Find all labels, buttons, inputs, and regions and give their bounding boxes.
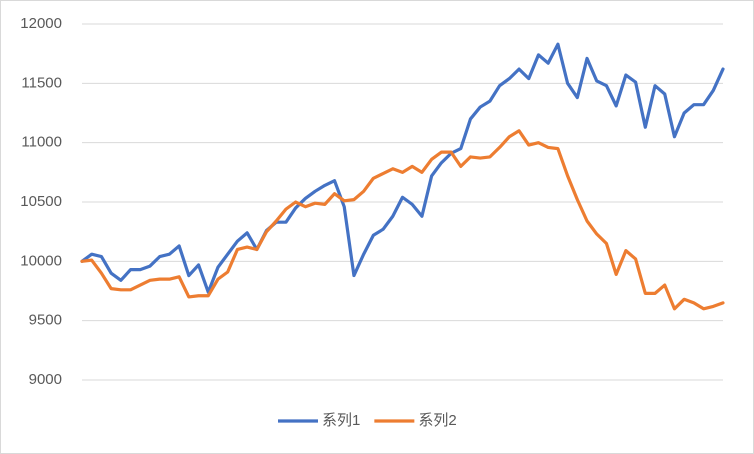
legend-label: 系列1 — [322, 412, 360, 429]
series-line — [80, 129, 725, 311]
series-line — [80, 42, 725, 294]
y-tick-label: 9000 — [29, 371, 62, 388]
y-tick-label: 9500 — [29, 312, 62, 329]
y-tick-label: 11000 — [21, 134, 62, 151]
y-tick-label: 10500 — [20, 193, 62, 210]
legend-label: 系列2 — [418, 412, 456, 429]
y-tick-label: 10000 — [20, 252, 62, 269]
y-tick-label: 11500 — [21, 74, 62, 91]
y-tick-label: 12000 — [20, 15, 62, 32]
